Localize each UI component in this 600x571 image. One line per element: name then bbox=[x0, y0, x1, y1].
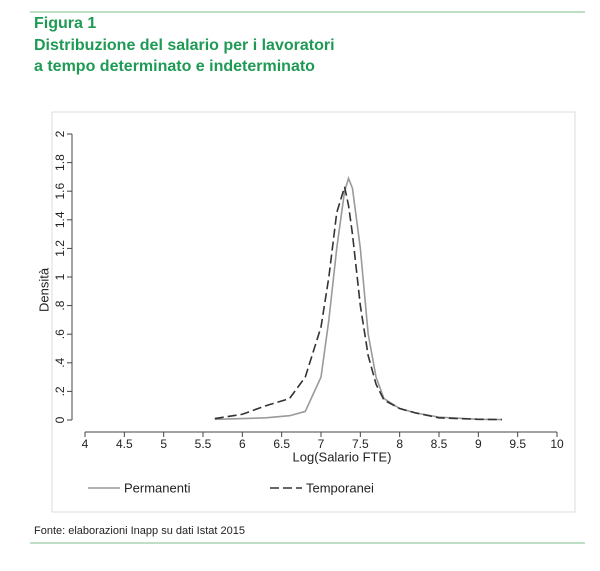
chart-frame bbox=[51, 111, 576, 513]
x-tick-label: 4 bbox=[82, 437, 89, 451]
y-tick-label: 1.6 bbox=[53, 183, 67, 200]
legend-label: Permanenti bbox=[124, 480, 191, 495]
series-line bbox=[214, 186, 502, 421]
x-tick-label: 8.5 bbox=[431, 437, 448, 451]
y-tick-label: .4 bbox=[53, 357, 67, 367]
y-tick-label: .6 bbox=[53, 329, 67, 339]
x-tick-label: 8 bbox=[396, 437, 403, 451]
x-tick-label: 6.5 bbox=[273, 437, 290, 451]
y-tick-label: 2 bbox=[53, 130, 67, 137]
source: Fonte: elaborazioni Inapp su dati Istat … bbox=[34, 525, 245, 537]
chart-subtitle: Distribuzione del salario per i lavorato… bbox=[34, 37, 335, 54]
x-tick-label: 6 bbox=[239, 437, 246, 451]
y-tick-label: .8 bbox=[53, 300, 67, 310]
y-tick-label: 0 bbox=[53, 416, 67, 423]
x-axis-label: Log(Salario FTE) bbox=[293, 449, 392, 464]
x-tick-label: 9 bbox=[475, 437, 482, 451]
x-tick-label: 10 bbox=[550, 437, 564, 451]
y-tick-label: 1.4 bbox=[53, 211, 67, 228]
y-tick-label: 1.8 bbox=[53, 154, 67, 171]
series-line bbox=[214, 175, 502, 421]
x-tick-label: 5.5 bbox=[195, 437, 212, 451]
y-tick-label: .2 bbox=[53, 386, 67, 396]
x-tick-label: 7.5 bbox=[352, 437, 369, 451]
chart-title: Figura 1 bbox=[34, 15, 96, 32]
x-tick-label: 4.5 bbox=[116, 437, 133, 451]
x-tick-label: 9.5 bbox=[509, 437, 526, 451]
y-tick-label: 1.2 bbox=[53, 240, 67, 257]
y-tick-label: 1 bbox=[53, 273, 67, 280]
x-tick-label: 7 bbox=[318, 437, 325, 451]
y-axis-label: Densità bbox=[36, 267, 51, 312]
chart-subtitle: a tempo determinato e indeterminato bbox=[34, 58, 315, 75]
legend-label: Temporanei bbox=[306, 480, 374, 495]
x-tick-label: 5 bbox=[160, 437, 167, 451]
